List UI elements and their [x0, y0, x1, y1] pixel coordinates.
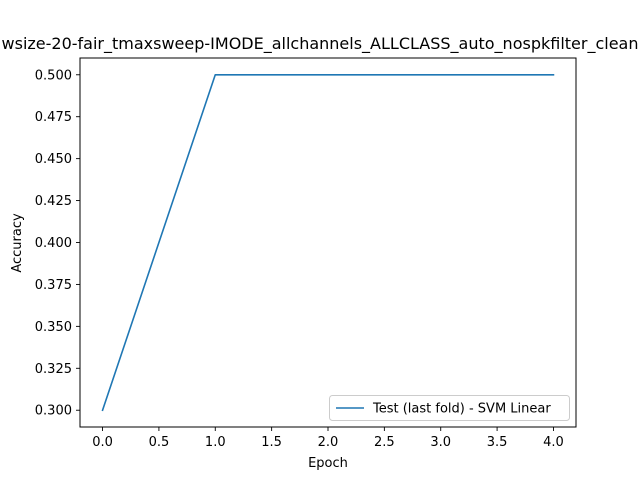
x-tick-label: 0.5 [149, 435, 170, 450]
y-tick-label: 0.500 [35, 68, 72, 83]
y-tick-label: 0.325 [35, 362, 72, 377]
x-tick-label: 1.0 [205, 435, 226, 450]
x-axis-ticks: 0.0 0.5 1.0 1.5 2.0 2.5 3.0 3.5 4.0 [92, 427, 564, 450]
series-line-0 [101, 73, 555, 412]
x-tick-label: 0.0 [92, 435, 113, 450]
chart-title: wsize-20-fair_tmaxsweep-IMODE_allchannel… [2, 34, 639, 54]
y-tick-label: 0.425 [35, 194, 72, 209]
y-tick-label: 0.450 [35, 152, 72, 167]
x-tick-label: 3.5 [487, 435, 508, 450]
x-axis-label: Epoch [308, 456, 348, 471]
y-tick-label: 0.475 [35, 110, 72, 125]
x-tick-label: 2.0 [318, 435, 339, 450]
x-tick-label: 3.0 [430, 435, 451, 450]
legend: Test (last fold) - SVM Linear [329, 395, 570, 421]
legend-label: Test (last fold) - SVM Linear [372, 402, 551, 417]
y-tick-label: 0.375 [35, 278, 72, 293]
y-axis-ticks: 0.300 0.325 0.350 0.375 0.400 0.425 0.450 0.475… [35, 68, 80, 419]
x-tick-label: 1.5 [261, 435, 282, 450]
y-tick-label: 0.400 [35, 236, 72, 251]
y-axis-label: Accuracy [10, 213, 25, 273]
y-tick-label: 0.300 [35, 404, 72, 419]
y-tick-label: 0.350 [35, 320, 72, 335]
x-tick-label: 2.5 [374, 435, 395, 450]
series-layer [101, 73, 555, 412]
x-tick-label: 4.0 [543, 435, 564, 450]
legend-box [329, 395, 570, 421]
